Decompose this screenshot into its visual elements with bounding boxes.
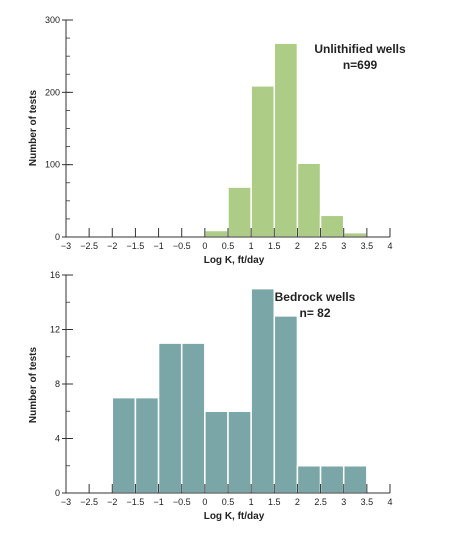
histogram-bar — [180, 342, 206, 494]
x-tick-label: −1 — [153, 497, 163, 507]
x-tick-label: −2 — [107, 497, 117, 507]
y-tick-label: 300 — [45, 15, 60, 25]
y-tick-label: 0 — [55, 232, 60, 242]
histogram-bar — [319, 465, 345, 494]
y-tick-label: 12 — [50, 325, 60, 335]
y-axis-title: Number of tests — [28, 347, 39, 424]
histogram-bar — [296, 465, 322, 494]
histogram-bar — [319, 214, 345, 238]
histogram-bar — [296, 162, 322, 238]
y-tick-label: 4 — [55, 434, 60, 444]
x-tick-label: 4 — [387, 241, 392, 251]
chart-panel-1: 0 100 200 300 −3 −2.5 −2 −1.5 −1 −0.5 0 0.5 1 1.5 2 2.5… — [28, 15, 406, 266]
x-tick-label: −1 — [153, 241, 163, 251]
x-tick-label: 0 — [202, 241, 207, 251]
x-tick-label: 3 — [341, 241, 346, 251]
x-tick-label: −1.5 — [127, 241, 145, 251]
histogram-bar — [227, 410, 252, 494]
histogram-bar — [157, 342, 183, 494]
y-tick-label: 200 — [45, 87, 60, 97]
x-tick-label: −3 — [61, 497, 71, 507]
x-tick-label: −1.5 — [127, 497, 145, 507]
y-tick-label: 100 — [45, 160, 60, 170]
x-tick-label: 1 — [249, 497, 254, 507]
x-axis-title: Log K, ft/day — [204, 255, 265, 266]
x-tick-label: 3 — [341, 497, 346, 507]
x-tick-label: 0.5 — [222, 241, 235, 251]
histogram-bar — [204, 229, 229, 238]
histogram-bar — [342, 231, 368, 238]
histogram-bar — [250, 287, 276, 494]
histogram-bar — [250, 85, 276, 238]
x-tick-label: 1.5 — [268, 497, 281, 507]
histogram-bar — [134, 396, 160, 494]
x-tick-label: −2 — [107, 241, 117, 251]
x-tick-label: −2.5 — [80, 497, 98, 507]
x-tick-label: −0.5 — [173, 497, 191, 507]
x-tick-label: 4 — [387, 497, 392, 507]
histogram-bar — [342, 465, 368, 494]
x-tick-label: 1 — [249, 241, 254, 251]
x-tick-label: 2 — [295, 497, 300, 507]
sample-size-label: n=699 — [343, 58, 378, 72]
x-axis-title: Log K, ft/day — [204, 511, 265, 522]
x-tick-label: 3.5 — [361, 497, 374, 507]
y-axis-title: Number of tests — [28, 90, 39, 167]
histogram-bar — [227, 186, 252, 238]
x-tick-label: 0.5 — [222, 497, 235, 507]
x-tick-label: −3 — [61, 241, 71, 251]
x-tick-label: 3.5 — [361, 241, 374, 251]
y-tick-label: 16 — [50, 270, 60, 280]
x-tick-label: 2.5 — [314, 241, 327, 251]
x-tick-label: −2.5 — [80, 241, 98, 251]
x-tick-label: 0 — [202, 497, 207, 507]
histogram-bar — [111, 396, 137, 494]
y-tick-label: 8 — [55, 379, 60, 389]
histogram-bar — [273, 42, 299, 238]
dataset-label: Bedrock wells — [275, 290, 356, 304]
x-tick-label: 1.5 — [268, 241, 281, 251]
x-tick-label: −0.5 — [173, 241, 191, 251]
histogram-bar — [204, 410, 229, 494]
chart-panel-2: 0 4 8 12 16 −3 −2.5 −2 −1.5 −1 −0.5 0 0.5 1 1.5 2 2.5 3 3.… — [28, 270, 393, 522]
dataset-label: Unlithified wells — [314, 42, 406, 56]
y-tick-label: 0 — [55, 488, 60, 498]
histogram-bar — [273, 315, 299, 494]
x-tick-label: 2 — [295, 241, 300, 251]
x-tick-label: 2.5 — [314, 497, 327, 507]
sample-size-label: n= 82 — [299, 306, 330, 320]
